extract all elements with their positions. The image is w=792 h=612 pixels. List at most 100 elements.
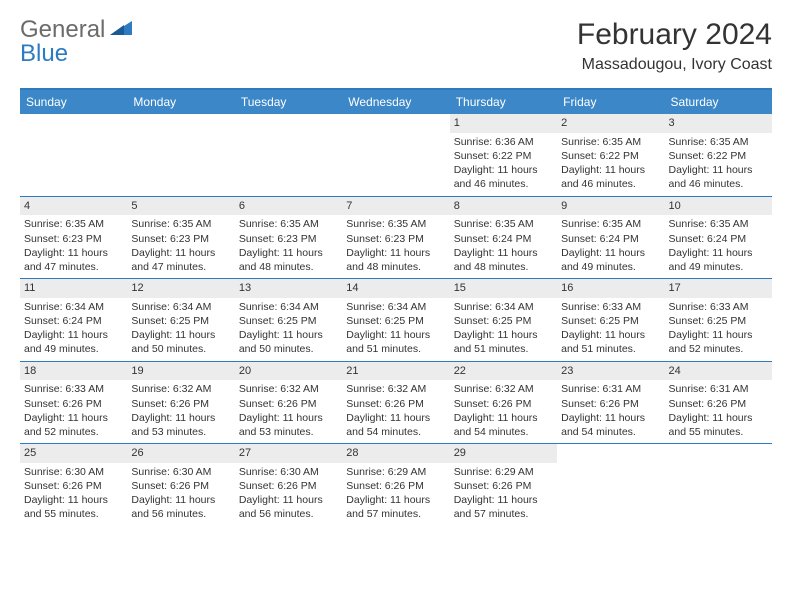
weekday-header: Friday (557, 90, 664, 114)
sunrise-text: Sunrise: 6:35 AM (346, 217, 445, 231)
day-number (342, 114, 449, 133)
calendar-week: 11Sunrise: 6:34 AMSunset: 6:24 PMDayligh… (20, 278, 772, 361)
daylight-text: Daylight: 11 hours and 46 minutes. (669, 163, 768, 191)
daylight-text: Daylight: 11 hours and 47 minutes. (24, 246, 123, 274)
day-cell (127, 114, 234, 196)
sunrise-text: Sunrise: 6:32 AM (454, 382, 553, 396)
sunset-text: Sunset: 6:22 PM (669, 149, 768, 163)
daylight-text: Daylight: 11 hours and 55 minutes. (669, 411, 768, 439)
daylight-text: Daylight: 11 hours and 57 minutes. (454, 493, 553, 521)
sunrise-text: Sunrise: 6:35 AM (669, 217, 768, 231)
day-number: 9 (557, 197, 664, 216)
sunset-text: Sunset: 6:26 PM (239, 397, 338, 411)
sunset-text: Sunset: 6:26 PM (131, 397, 230, 411)
day-number: 27 (235, 444, 342, 463)
sunset-text: Sunset: 6:23 PM (239, 232, 338, 246)
daylight-text: Daylight: 11 hours and 57 minutes. (346, 493, 445, 521)
sunset-text: Sunset: 6:26 PM (669, 397, 768, 411)
day-cell: 8Sunrise: 6:35 AMSunset: 6:24 PMDaylight… (450, 197, 557, 279)
day-number: 20 (235, 362, 342, 381)
sunrise-text: Sunrise: 6:32 AM (346, 382, 445, 396)
day-cell: 14Sunrise: 6:34 AMSunset: 6:25 PMDayligh… (342, 279, 449, 361)
day-number: 14 (342, 279, 449, 298)
day-cell: 17Sunrise: 6:33 AMSunset: 6:25 PMDayligh… (665, 279, 772, 361)
day-number: 17 (665, 279, 772, 298)
sunset-text: Sunset: 6:22 PM (561, 149, 660, 163)
sunrise-text: Sunrise: 6:35 AM (454, 217, 553, 231)
daylight-text: Daylight: 11 hours and 52 minutes. (669, 328, 768, 356)
weekday-header-row: SundayMondayTuesdayWednesdayThursdayFrid… (20, 90, 772, 114)
day-number: 6 (235, 197, 342, 216)
daylight-text: Daylight: 11 hours and 51 minutes. (561, 328, 660, 356)
calendar-week: 1Sunrise: 6:36 AMSunset: 6:22 PMDaylight… (20, 114, 772, 196)
daylight-text: Daylight: 11 hours and 53 minutes. (131, 411, 230, 439)
day-cell: 18Sunrise: 6:33 AMSunset: 6:26 PMDayligh… (20, 362, 127, 444)
calendar-week: 25Sunrise: 6:30 AMSunset: 6:26 PMDayligh… (20, 443, 772, 526)
daylight-text: Daylight: 11 hours and 48 minutes. (346, 246, 445, 274)
day-number: 25 (20, 444, 127, 463)
day-number: 2 (557, 114, 664, 133)
daylight-text: Daylight: 11 hours and 50 minutes. (131, 328, 230, 356)
day-cell: 13Sunrise: 6:34 AMSunset: 6:25 PMDayligh… (235, 279, 342, 361)
daylight-text: Daylight: 11 hours and 52 minutes. (24, 411, 123, 439)
sunset-text: Sunset: 6:25 PM (239, 314, 338, 328)
sunrise-text: Sunrise: 6:30 AM (24, 465, 123, 479)
day-number: 12 (127, 279, 234, 298)
daylight-text: Daylight: 11 hours and 56 minutes. (131, 493, 230, 521)
day-cell: 15Sunrise: 6:34 AMSunset: 6:25 PMDayligh… (450, 279, 557, 361)
day-number: 19 (127, 362, 234, 381)
day-cell: 1Sunrise: 6:36 AMSunset: 6:22 PMDaylight… (450, 114, 557, 196)
day-number: 22 (450, 362, 557, 381)
sunrise-text: Sunrise: 6:29 AM (454, 465, 553, 479)
sunrise-text: Sunrise: 6:35 AM (669, 135, 768, 149)
weekday-header: Tuesday (235, 90, 342, 114)
day-cell (665, 444, 772, 526)
calendar-week: 4Sunrise: 6:35 AMSunset: 6:23 PMDaylight… (20, 196, 772, 279)
day-number: 18 (20, 362, 127, 381)
day-cell: 16Sunrise: 6:33 AMSunset: 6:25 PMDayligh… (557, 279, 664, 361)
day-cell: 12Sunrise: 6:34 AMSunset: 6:25 PMDayligh… (127, 279, 234, 361)
daylight-text: Daylight: 11 hours and 49 minutes. (24, 328, 123, 356)
day-cell: 4Sunrise: 6:35 AMSunset: 6:23 PMDaylight… (20, 197, 127, 279)
sunrise-text: Sunrise: 6:34 AM (346, 300, 445, 314)
weekday-header: Thursday (450, 90, 557, 114)
day-number: 23 (557, 362, 664, 381)
weekday-header: Saturday (665, 90, 772, 114)
day-number: 4 (20, 197, 127, 216)
day-cell: 22Sunrise: 6:32 AMSunset: 6:26 PMDayligh… (450, 362, 557, 444)
sunrise-text: Sunrise: 6:35 AM (561, 135, 660, 149)
sunrise-text: Sunrise: 6:34 AM (454, 300, 553, 314)
logo-text-blue: Blue (20, 40, 132, 68)
sunset-text: Sunset: 6:26 PM (346, 479, 445, 493)
sunset-text: Sunset: 6:24 PM (561, 232, 660, 246)
sunset-text: Sunset: 6:26 PM (24, 479, 123, 493)
day-cell: 19Sunrise: 6:32 AMSunset: 6:26 PMDayligh… (127, 362, 234, 444)
daylight-text: Daylight: 11 hours and 54 minutes. (454, 411, 553, 439)
day-number: 15 (450, 279, 557, 298)
logo: General Blue (20, 18, 132, 68)
sunset-text: Sunset: 6:26 PM (239, 479, 338, 493)
page-title: February 2024 (577, 18, 772, 52)
day-number: 24 (665, 362, 772, 381)
day-cell: 6Sunrise: 6:35 AMSunset: 6:23 PMDaylight… (235, 197, 342, 279)
sunset-text: Sunset: 6:24 PM (24, 314, 123, 328)
sunset-text: Sunset: 6:23 PM (131, 232, 230, 246)
sunrise-text: Sunrise: 6:31 AM (561, 382, 660, 396)
sunset-text: Sunset: 6:26 PM (346, 397, 445, 411)
day-cell: 29Sunrise: 6:29 AMSunset: 6:26 PMDayligh… (450, 444, 557, 526)
day-cell: 3Sunrise: 6:35 AMSunset: 6:22 PMDaylight… (665, 114, 772, 196)
day-cell: 2Sunrise: 6:35 AMSunset: 6:22 PMDaylight… (557, 114, 664, 196)
sunset-text: Sunset: 6:22 PM (454, 149, 553, 163)
daylight-text: Daylight: 11 hours and 47 minutes. (131, 246, 230, 274)
sunset-text: Sunset: 6:25 PM (454, 314, 553, 328)
day-number: 1 (450, 114, 557, 133)
day-cell: 9Sunrise: 6:35 AMSunset: 6:24 PMDaylight… (557, 197, 664, 279)
sunrise-text: Sunrise: 6:34 AM (24, 300, 123, 314)
day-number (127, 114, 234, 133)
day-cell: 21Sunrise: 6:32 AMSunset: 6:26 PMDayligh… (342, 362, 449, 444)
day-cell: 23Sunrise: 6:31 AMSunset: 6:26 PMDayligh… (557, 362, 664, 444)
daylight-text: Daylight: 11 hours and 50 minutes. (239, 328, 338, 356)
sunset-text: Sunset: 6:23 PM (24, 232, 123, 246)
day-cell: 25Sunrise: 6:30 AMSunset: 6:26 PMDayligh… (20, 444, 127, 526)
day-number: 11 (20, 279, 127, 298)
